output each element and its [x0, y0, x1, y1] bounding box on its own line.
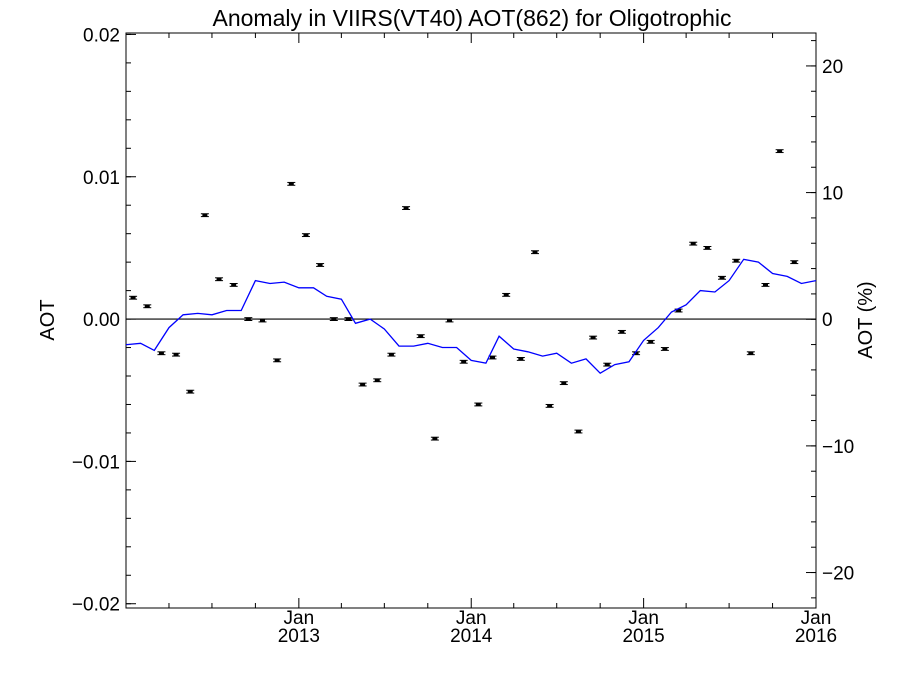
data-point [689, 241, 698, 246]
right-tick-label: 10 [822, 184, 843, 205]
plot-frame [125, 32, 817, 609]
data-point [703, 245, 712, 250]
data-point [402, 206, 411, 210]
data-point [746, 351, 755, 356]
data-point [761, 282, 770, 287]
data-point [172, 352, 181, 357]
data-point [574, 429, 583, 434]
data-point [287, 181, 296, 186]
data-point [430, 436, 439, 441]
right-tick-label: −10 [822, 437, 854, 458]
data-point [790, 260, 799, 265]
right-tick-label: 0 [822, 310, 833, 331]
data-point [244, 317, 253, 321]
left-tick-label: 0.00 [83, 310, 120, 331]
data-point [718, 275, 727, 280]
data-point [373, 378, 382, 383]
data-point [603, 362, 612, 367]
data-point [459, 359, 468, 364]
data-point [200, 213, 209, 218]
data-point [387, 352, 396, 357]
data-point [474, 402, 483, 407]
data-point [229, 282, 238, 287]
data-point [258, 318, 267, 323]
data-point [273, 358, 282, 363]
x-tick-year-label: 2013 [278, 626, 320, 647]
anomaly-points [129, 149, 799, 441]
left-tick-label: −0.01 [72, 452, 120, 473]
x-tick-month-label: Jan [284, 608, 315, 629]
data-point [157, 351, 166, 356]
right-tick-label: 20 [822, 57, 843, 78]
x-tick-month-label: Jan [456, 608, 487, 629]
data-point [344, 317, 353, 321]
axis-ticks: 0.020.010.00−0.01−0.0220100−10−20Jan2013… [72, 25, 854, 647]
data-point [559, 381, 568, 386]
data-point [186, 389, 195, 394]
data-point [358, 382, 367, 387]
data-point [329, 317, 338, 321]
left-tick-label: −0.02 [72, 595, 120, 616]
right-axis-label: AOT (%) [855, 281, 877, 358]
series-line [125, 258, 817, 375]
left-tick-label: 0.02 [83, 25, 120, 46]
left-axis-label: AOT [37, 299, 59, 340]
data-point [589, 335, 598, 340]
data-point [660, 347, 669, 351]
data-point [545, 403, 554, 408]
data-point [732, 258, 741, 263]
x-tick-month-label: Jan [801, 608, 832, 629]
data-point [301, 233, 310, 238]
right-tick-label: −20 [822, 564, 854, 585]
chart-title: Anomaly in VIIRS(VT40) AOT(862) for Olig… [213, 5, 732, 31]
data-point [316, 263, 325, 267]
data-point [416, 334, 425, 339]
data-point [502, 292, 511, 297]
data-point [775, 149, 784, 154]
x-tick-year-label: 2016 [795, 626, 837, 647]
x-tick-year-label: 2014 [450, 626, 493, 647]
data-point [516, 357, 525, 361]
data-point [617, 329, 626, 334]
data-point [215, 277, 224, 282]
x-tick-year-label: 2015 [622, 626, 664, 647]
data-point [646, 339, 655, 344]
left-tick-label: 0.01 [83, 168, 120, 189]
data-point [143, 304, 152, 309]
x-tick-month-label: Jan [628, 608, 659, 629]
data-point [445, 318, 454, 323]
data-point [530, 250, 539, 255]
data-point [129, 295, 138, 300]
